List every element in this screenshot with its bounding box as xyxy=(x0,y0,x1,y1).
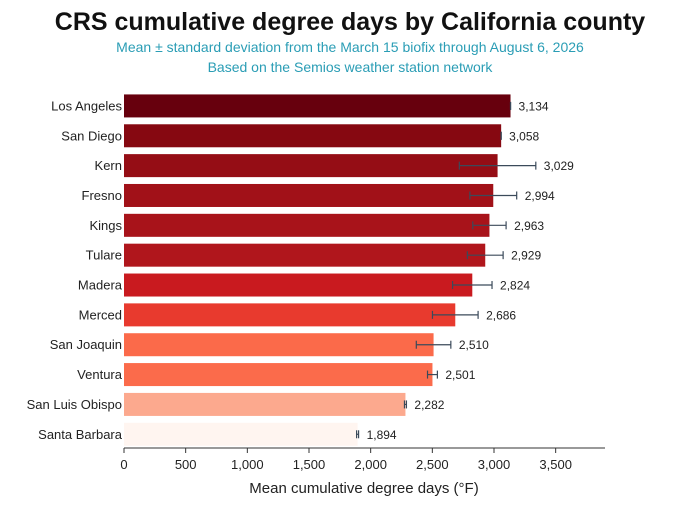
bar xyxy=(124,392,406,416)
bar xyxy=(124,303,456,327)
bar xyxy=(124,94,511,118)
value-label: 2,963 xyxy=(514,219,544,233)
error-bar xyxy=(426,370,438,379)
x-axis: 0 500 1,000 1,500 2,000 2,500 3,000 3,500 xyxy=(120,447,605,472)
x-tick-label: 2,500 xyxy=(416,457,449,472)
chart-title: CRS cumulative degree days by California… xyxy=(54,8,646,36)
labels-layer: Los Angeles 3,134 San Diego 3,058 Kern 3,029 F… xyxy=(27,98,575,441)
bars-layer xyxy=(124,94,511,446)
value-label: 1,894 xyxy=(367,428,397,442)
value-label: 2,929 xyxy=(511,249,541,263)
error-bar xyxy=(472,221,507,230)
error-bar xyxy=(469,191,518,200)
bar xyxy=(124,154,498,178)
category-label: San Joaquin xyxy=(50,337,122,352)
chart-subtitle-line-1: Mean ± standard deviation from the March… xyxy=(116,39,584,55)
category-label: Tulare xyxy=(86,248,122,263)
value-label: 2,824 xyxy=(500,279,530,293)
value-label: 2,686 xyxy=(486,308,516,322)
error-bar xyxy=(451,281,493,290)
x-axis-title: Mean cumulative degree days (°F) xyxy=(249,480,478,497)
bar xyxy=(124,363,433,387)
error-bar xyxy=(415,340,452,349)
bar xyxy=(124,273,473,297)
chart-subtitle-line-2: Based on the Semios weather station netw… xyxy=(207,59,493,75)
value-label: 2,501 xyxy=(445,368,475,382)
error-bar xyxy=(356,430,360,439)
category-label: Ventura xyxy=(77,367,123,382)
category-label: San Diego xyxy=(61,128,122,143)
category-label: Madera xyxy=(78,278,123,293)
value-label: 3,058 xyxy=(509,129,539,143)
bar xyxy=(124,213,490,237)
value-label: 3,029 xyxy=(544,159,574,173)
x-tick-label: 1,000 xyxy=(231,457,264,472)
category-label: Fresno xyxy=(82,188,122,203)
category-label: Kings xyxy=(89,218,122,233)
x-tick-label: 3,000 xyxy=(478,457,511,472)
value-label: 2,282 xyxy=(414,398,444,412)
error-bar xyxy=(431,310,479,319)
value-label: 2,510 xyxy=(459,338,489,352)
x-tick-label: 500 xyxy=(175,457,197,472)
x-tick-label: 1,500 xyxy=(293,457,326,472)
x-tick-label: 3,500 xyxy=(539,457,572,472)
error-bar xyxy=(466,251,504,260)
category-label: Los Angeles xyxy=(51,98,122,113)
bar xyxy=(124,183,494,207)
error-bar xyxy=(403,400,408,409)
category-label: Kern xyxy=(95,158,122,173)
error-bar xyxy=(458,161,537,170)
value-label: 2,994 xyxy=(525,189,555,203)
bar xyxy=(124,124,502,148)
category-label: San Luis Obispo xyxy=(27,397,122,412)
bar xyxy=(124,422,358,446)
x-tick-label: 0 xyxy=(120,457,127,472)
value-label: 3,134 xyxy=(519,99,549,113)
x-tick-label: 2,000 xyxy=(354,457,387,472)
error-bars-layer xyxy=(356,101,537,439)
category-label: Santa Barbara xyxy=(38,427,123,442)
bar xyxy=(124,333,434,357)
bar xyxy=(124,243,486,267)
category-label: Merced xyxy=(79,307,122,322)
